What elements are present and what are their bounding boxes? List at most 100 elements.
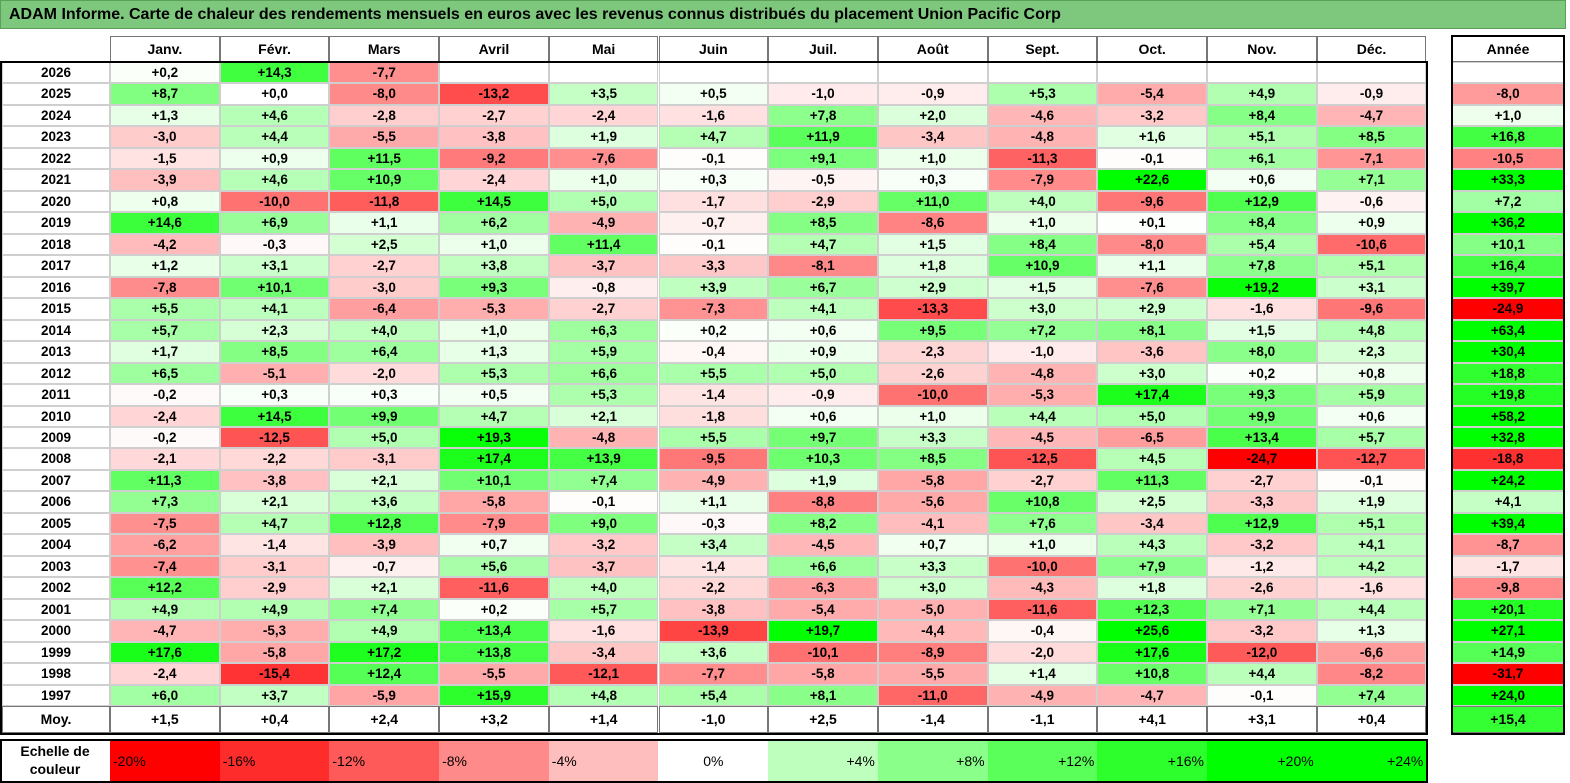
month-return-cell: -3,8 xyxy=(219,469,330,492)
row-year-label: 2002 xyxy=(2,577,110,599)
month-return-cell: -3,0 xyxy=(110,126,220,148)
row-year-label: 2014 xyxy=(2,319,110,342)
month-return-cell: +7,2 xyxy=(987,319,1098,342)
month-return-cell: +1,6 xyxy=(1097,126,1207,148)
average-return-cell: +3,1 xyxy=(1207,706,1317,734)
month-return-cell: +4,9 xyxy=(1207,83,1317,105)
month-return-cell: +0,1 xyxy=(1097,212,1207,234)
annual-return-cell: +24,0 xyxy=(1452,684,1564,707)
month-header: Sept. xyxy=(987,36,1098,62)
month-return-cell: +10,9 xyxy=(329,169,440,191)
month-return-cell xyxy=(768,62,878,84)
row-year-label: 2015 xyxy=(2,298,110,320)
month-return-cell: +5,1 xyxy=(1207,126,1317,148)
month-return-cell: +4,6 xyxy=(219,104,330,127)
month-return-cell xyxy=(987,62,1098,84)
month-return-cell: -8,8 xyxy=(768,491,878,513)
month-return-cell: -3,6 xyxy=(1097,341,1207,363)
month-return-cell: +1,5 xyxy=(877,233,988,256)
color-scale-step: -8% xyxy=(439,741,549,781)
month-return-cell: -3,2 xyxy=(1207,620,1317,642)
month-return-cell: +19,3 xyxy=(439,426,549,449)
month-return-cell: -7,7 xyxy=(329,62,440,84)
month-return-cell: -4,8 xyxy=(987,126,1098,148)
month-return-cell: +4,6 xyxy=(219,169,330,191)
month-header: Déc. xyxy=(1316,36,1427,62)
month-return-cell: +6,2 xyxy=(439,212,549,234)
month-return-cell: +1,9 xyxy=(548,126,659,148)
month-return-cell: -8,0 xyxy=(329,83,440,105)
month-return-cell: -0,9 xyxy=(768,384,878,406)
color-scale-step: -20% xyxy=(110,741,220,781)
average-return-cell: +0,4 xyxy=(219,706,330,734)
row-year-label: 2016 xyxy=(2,276,110,299)
month-return-cell: -7,3 xyxy=(658,298,769,320)
month-return-cell: -0,1 xyxy=(658,147,769,170)
month-return-cell: -4,8 xyxy=(548,426,659,449)
month-return-cell: -3,9 xyxy=(110,169,220,191)
month-return-cell: +5,6 xyxy=(439,555,549,578)
month-return-cell: +6,3 xyxy=(548,319,659,342)
month-return-cell: +2,5 xyxy=(329,233,440,256)
row-year-label: 2011 xyxy=(2,384,110,406)
month-return-cell: +4,8 xyxy=(548,684,659,707)
month-return-cell: +12,3 xyxy=(1097,598,1207,621)
month-return-cell: +11,3 xyxy=(1097,469,1207,492)
month-return-cell: -3,8 xyxy=(658,598,769,621)
month-return-cell: +5,7 xyxy=(548,598,659,621)
month-return-cell: +1,5 xyxy=(987,276,1098,299)
color-scale-step: 0% xyxy=(658,741,769,781)
average-return-cell: -1,1 xyxy=(987,706,1098,734)
annual-return-cell: +18,8 xyxy=(1452,362,1564,385)
annual-return-cell: +30,4 xyxy=(1452,341,1564,363)
month-return-cell: +0,2 xyxy=(439,598,549,621)
month-return-cell: +17,2 xyxy=(329,641,440,664)
row-year-label: 2020 xyxy=(2,190,110,213)
month-return-cell: +3,7 xyxy=(219,684,330,707)
month-return-cell: -3,9 xyxy=(329,534,440,556)
month-return-cell: -2,2 xyxy=(658,577,769,599)
month-return-cell: -2,8 xyxy=(329,104,440,127)
month-return-cell: +8,4 xyxy=(1207,104,1317,127)
month-return-cell: -2,0 xyxy=(987,641,1098,664)
month-return-cell: +9,0 xyxy=(548,512,659,535)
month-return-cell: -0,1 xyxy=(658,233,769,256)
month-return-cell: -4,5 xyxy=(987,426,1098,449)
month-return-cell: -13,9 xyxy=(658,620,769,642)
month-return-cell: -9,5 xyxy=(658,448,769,470)
month-return-cell: -0,4 xyxy=(658,341,769,363)
row-year-label: 2006 xyxy=(2,491,110,513)
month-return-cell: -12,5 xyxy=(987,448,1098,470)
month-return-cell: +11,3 xyxy=(110,469,220,492)
month-return-cell: -5,6 xyxy=(877,491,988,513)
month-return-cell: +4,1 xyxy=(219,298,330,320)
month-return-cell: +0,8 xyxy=(1316,362,1427,385)
month-return-cell: +12,2 xyxy=(110,577,220,599)
month-return-cell: +5,1 xyxy=(1316,512,1427,535)
month-return-cell: +5,9 xyxy=(548,341,659,363)
month-return-cell: -2,4 xyxy=(548,104,659,127)
month-return-cell: +1,1 xyxy=(1097,255,1207,277)
month-return-cell: +14,5 xyxy=(219,405,330,427)
month-return-cell: -6,2 xyxy=(110,534,220,556)
month-header: Janv. xyxy=(110,36,220,62)
month-return-cell: +9,9 xyxy=(329,405,440,427)
month-return-cell: +8,5 xyxy=(1316,126,1427,148)
month-return-cell: -24,7 xyxy=(1207,448,1317,470)
month-return-cell: -2,0 xyxy=(329,362,440,385)
month-return-cell: -1,0 xyxy=(987,341,1098,363)
month-return-cell: +4,9 xyxy=(110,598,220,621)
month-return-cell: +7,4 xyxy=(1316,684,1427,707)
row-year-label: 2001 xyxy=(2,598,110,621)
row-year-label: 1998 xyxy=(2,663,110,685)
average-return-cell: +1,4 xyxy=(548,706,659,734)
average-return-cell: +1,5 xyxy=(110,706,220,734)
month-return-cell: +5,0 xyxy=(329,426,440,449)
row-year-label: 2018 xyxy=(2,233,110,256)
month-return-cell: -8,1 xyxy=(768,255,878,277)
month-return-cell: -0,2 xyxy=(110,426,220,449)
annual-return-cell: +27,1 xyxy=(1452,620,1564,642)
month-return-cell: +0,7 xyxy=(439,534,549,556)
annual-return-cell: +20,1 xyxy=(1452,598,1564,621)
month-return-cell: +1,4 xyxy=(987,663,1098,685)
